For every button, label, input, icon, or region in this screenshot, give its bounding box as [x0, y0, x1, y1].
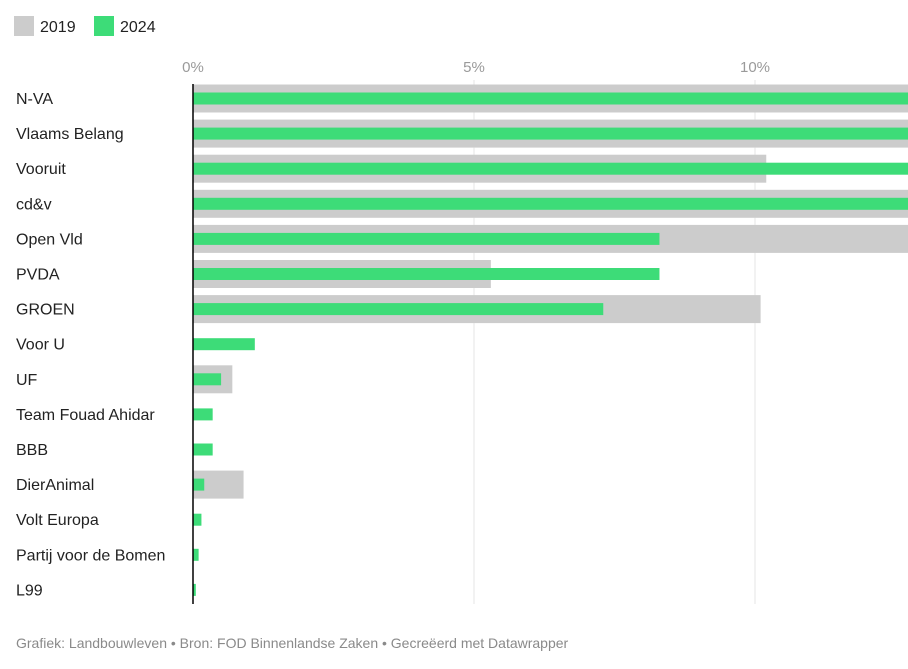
- category-label: BBB: [16, 442, 48, 459]
- bar-2024: [193, 478, 205, 491]
- category-label: Vlaams Belang: [16, 126, 124, 143]
- category-label: PVDA: [16, 267, 60, 284]
- x-tick-label: 10%: [740, 59, 770, 76]
- category-label: Voor U: [16, 337, 65, 354]
- category-label: Volt Europa: [16, 512, 99, 529]
- legend-label-2024: 2024: [120, 19, 156, 36]
- bar-2024: [193, 303, 604, 316]
- legend-label-2019: 2019: [40, 19, 76, 36]
- category-label: Vooruit: [16, 161, 66, 178]
- category-label: GROEN: [16, 302, 75, 319]
- series-2019: [193, 84, 908, 499]
- bar-2024: [193, 127, 908, 140]
- bar-2024: [193, 583, 196, 596]
- category-labels: N-VA Vlaams Belang Vooruit cd&v Open Vld PVDA…: [16, 91, 165, 599]
- x-tick-label: 0%: [182, 59, 204, 76]
- bar-2024: [193, 92, 908, 105]
- bar-2024: [193, 443, 213, 456]
- category-label: Partij voor de Bomen: [16, 547, 165, 564]
- bar-2024: [193, 197, 908, 210]
- category-label: Team Fouad Ahidar: [16, 407, 155, 424]
- legend: 2019 2024: [14, 16, 156, 36]
- bar-2024: [193, 162, 908, 175]
- category-label: UF: [16, 372, 38, 389]
- category-label: N-VA: [16, 91, 53, 108]
- x-tick-label: 5%: [463, 59, 485, 76]
- category-label: Open Vld: [16, 231, 83, 248]
- category-label: DierAnimal: [16, 477, 94, 494]
- bar-2024: [193, 232, 660, 245]
- legend-swatch-2019: [14, 16, 34, 36]
- bar-2024: [193, 268, 660, 280]
- bar-2024: [193, 373, 222, 386]
- x-axis-ticks: 0%5%10%15%20%: [182, 59, 770, 76]
- legend-swatch-2024: [94, 16, 114, 36]
- series-2024: [193, 92, 908, 596]
- bar-2024: [193, 408, 213, 421]
- bar-2024: [193, 513, 202, 526]
- footer-source: Grafiek: Landbouwleven • Bron: FOD Binne…: [16, 635, 569, 651]
- bar-2024: [193, 548, 199, 561]
- category-label: cd&v: [16, 196, 52, 213]
- bar-2024: [193, 338, 255, 351]
- category-label: L99: [16, 582, 43, 599]
